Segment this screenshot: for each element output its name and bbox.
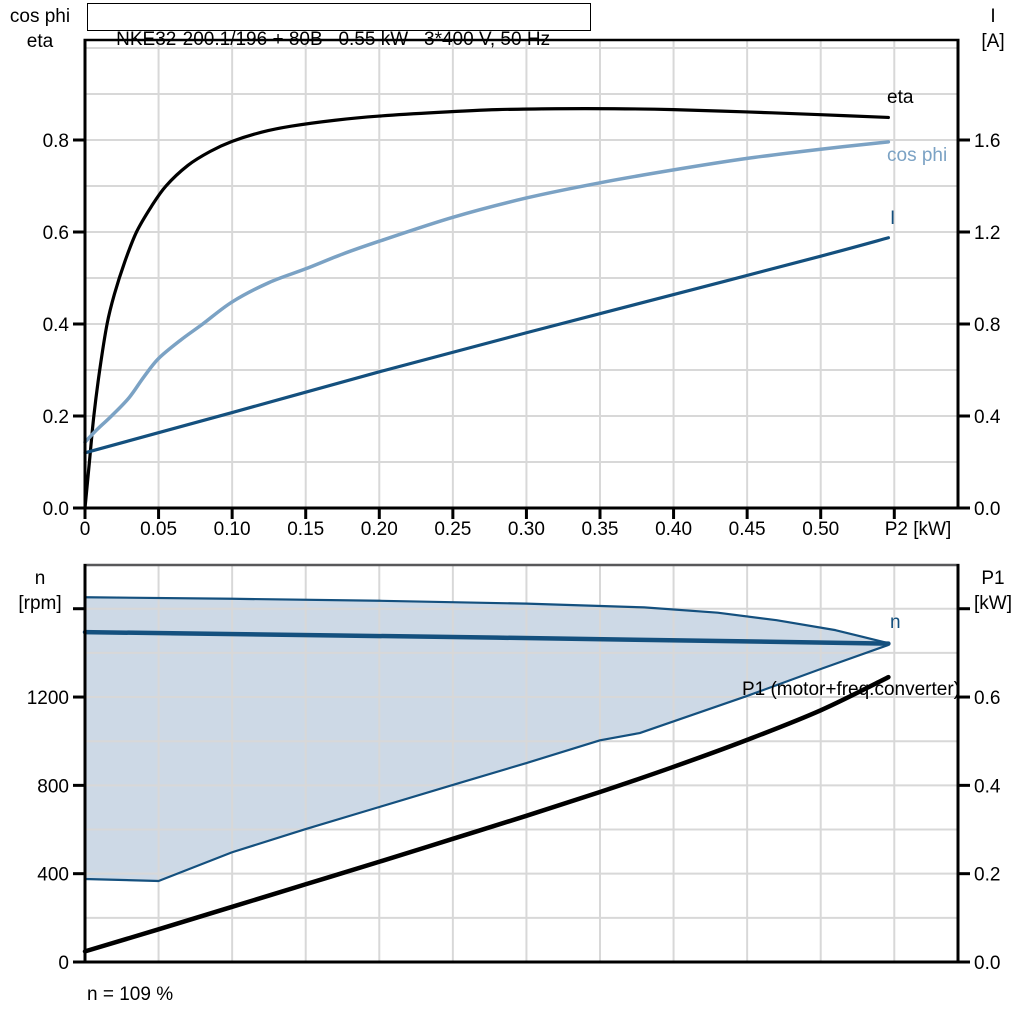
svg-text:0.25: 0.25 bbox=[434, 519, 471, 540]
svg-text:0.4: 0.4 bbox=[974, 407, 1001, 428]
svg-text:0: 0 bbox=[80, 519, 91, 540]
svg-text:P2 [kW]: P2 [kW] bbox=[885, 519, 952, 540]
axis-title-line: [kW] bbox=[974, 593, 1012, 614]
speed-percentage-note: n = 109 % bbox=[87, 984, 174, 1005]
bottom-chart-right-axis-title: P1 [kW] bbox=[962, 566, 1024, 616]
axis-title-line: eta bbox=[26, 31, 54, 52]
top-chart-right-axis-title: I [A] bbox=[962, 4, 1024, 54]
bottom-chart-left-axis-title: n [rpm] bbox=[0, 566, 80, 616]
svg-text:0.40: 0.40 bbox=[655, 519, 692, 540]
svg-text:0.0: 0.0 bbox=[974, 953, 1000, 974]
cos-phi-curve-label: cos phi bbox=[887, 145, 948, 166]
axis-title-line: n bbox=[34, 568, 46, 589]
svg-text:0.6: 0.6 bbox=[974, 688, 1000, 709]
svg-text:0.20: 0.20 bbox=[361, 519, 398, 540]
svg-text:0.8: 0.8 bbox=[974, 315, 1000, 336]
svg-text:0.05: 0.05 bbox=[140, 519, 177, 540]
svg-text:1200: 1200 bbox=[27, 688, 69, 709]
speed-power-chart-plot: 0 400 800 1200 0.0 0.2 0.4 0.6 bbox=[27, 563, 1001, 974]
svg-text:400: 400 bbox=[37, 865, 69, 886]
svg-text:1.2: 1.2 bbox=[974, 223, 1000, 244]
svg-text:0.15: 0.15 bbox=[287, 519, 324, 540]
current-curve-label: I bbox=[890, 208, 896, 229]
svg-text:0.45: 0.45 bbox=[729, 519, 766, 540]
axis-title-line: [A] bbox=[981, 31, 1005, 52]
svg-text:0.2: 0.2 bbox=[43, 407, 69, 428]
axis-title-line: cos phi bbox=[9, 6, 71, 27]
chart-title: NKE32-200.1/196 + 80B 0.55 kW 3*400 V, 5… bbox=[116, 29, 551, 50]
svg-text:0.4: 0.4 bbox=[43, 315, 70, 336]
svg-text:800: 800 bbox=[37, 776, 69, 797]
axis-title-line: I bbox=[990, 6, 996, 27]
svg-text:0.10: 0.10 bbox=[214, 519, 251, 540]
svg-text:0.0: 0.0 bbox=[974, 499, 1000, 520]
svg-text:0.50: 0.50 bbox=[802, 519, 839, 540]
svg-text:0.6: 0.6 bbox=[43, 223, 69, 244]
svg-text:0.30: 0.30 bbox=[508, 519, 545, 540]
svg-text:0.35: 0.35 bbox=[582, 519, 619, 540]
svg-text:0: 0 bbox=[58, 953, 69, 974]
p2-efficiency-chart-plot: 0.0 0.2 0.4 0.6 0.8 0.0 0.4 0.8 1.2 1.6 0 0.05 0.10 0… bbox=[43, 38, 1001, 540]
top-chart-left-axis-title: cos phi eta bbox=[0, 4, 80, 54]
svg-text:0.0: 0.0 bbox=[43, 499, 69, 520]
svg-text:1.6: 1.6 bbox=[974, 131, 1000, 152]
svg-text:0.2: 0.2 bbox=[974, 865, 1000, 886]
speed-curve-label: n bbox=[890, 612, 901, 633]
axis-title-line: P1 bbox=[981, 568, 1005, 589]
axis-title-line: [rpm] bbox=[18, 593, 62, 614]
chart-title-box: NKE32-200.1/196 + 80B 0.55 kW 3*400 V, 5… bbox=[87, 3, 591, 50]
svg-text:0.8: 0.8 bbox=[43, 131, 69, 152]
svg-text:0.4: 0.4 bbox=[974, 776, 1001, 797]
p1-curve-label: P1 (motor+freq.converter) bbox=[741, 679, 960, 700]
eta-curve-label: eta bbox=[887, 87, 914, 108]
